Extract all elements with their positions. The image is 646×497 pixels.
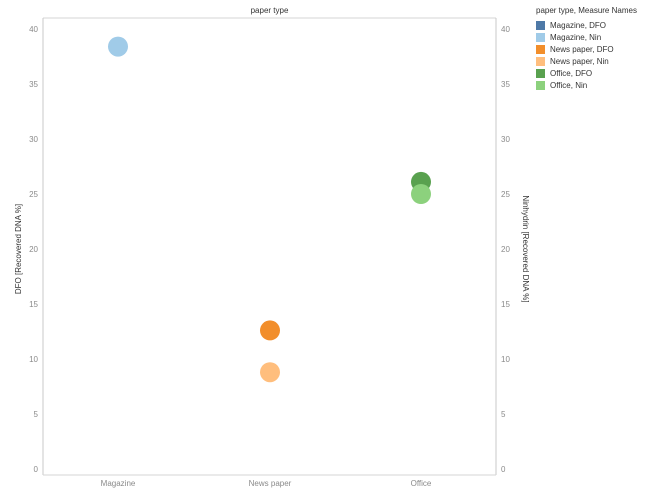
y-axis-right-ticks: 0 5 10 15 20 25 30 35 40 [501,25,510,474]
y-right-tick-label: 35 [501,80,510,89]
y-right-tick-label: 25 [501,190,510,199]
y-right-tick-label: 20 [501,245,510,254]
column-header-title: paper type [251,6,289,15]
y-right-tick-label: 15 [501,300,510,309]
x-axis-ticks: Magazine News paper Office [101,479,432,488]
y-axis-left-title: DFO [Recovered DNA %] [14,204,23,294]
y-right-tick-label: 0 [501,465,506,474]
legend-label: Office, Nin [550,80,588,90]
y-right-tick-label: 40 [501,25,510,34]
y-right-tick-label: 30 [501,135,510,144]
data-points [108,36,431,383]
legend-item[interactable]: Office, DFO [536,67,644,79]
legend-item[interactable]: Magazine, DFO [536,19,644,31]
legend-swatch [536,68,545,78]
legend-swatch [536,32,545,42]
y-left-tick-label: 10 [29,355,38,364]
y-left-tick-label: 0 [34,465,39,474]
y-left-tick-label: 25 [29,190,38,199]
data-point [411,184,431,204]
x-tick-label: Office [411,479,432,488]
y-left-tick-label: 15 [29,300,38,309]
legend-label: Magazine, Nin [550,32,602,42]
legend-label: News paper, DFO [550,44,614,54]
y-right-tick-label: 5 [501,410,506,419]
y-axis-right-title: Ninhydrin [Recovered DNA %] [521,195,530,302]
legend: paper type, Measure Names Magazine, DFO M… [536,6,644,91]
x-tick-label: News paper [249,479,292,488]
legend-item[interactable]: News paper, Nin [536,55,644,67]
y-left-tick-label: 35 [29,80,38,89]
y-axis-left-ticks: 0 5 10 15 20 25 30 35 40 [29,25,38,474]
y-right-tick-label: 10 [501,355,510,364]
legend-label: Magazine, DFO [550,20,607,30]
legend-label: Office, DFO [550,68,593,78]
legend-item[interactable]: News paper, DFO [536,43,644,55]
legend-item[interactable]: Magazine, Nin [536,31,644,43]
legend-items: Magazine, DFO Magazine, Nin News paper, DF… [536,19,644,91]
legend-title: paper type, Measure Names [536,6,637,15]
x-tick-label: Magazine [101,479,136,488]
data-point [260,362,280,383]
y-left-tick-label: 30 [29,135,38,144]
legend-swatch [536,20,545,30]
data-point [260,320,280,341]
legend-swatch [536,56,545,66]
data-point [108,36,128,57]
y-left-tick-label: 20 [29,245,38,254]
y-left-tick-label: 5 [34,410,39,419]
y-left-tick-label: 40 [29,25,38,34]
legend-swatch [536,80,545,90]
legend-label: News paper, Nin [550,56,609,66]
legend-swatch [536,44,545,54]
legend-item[interactable]: Office, Nin [536,79,644,91]
